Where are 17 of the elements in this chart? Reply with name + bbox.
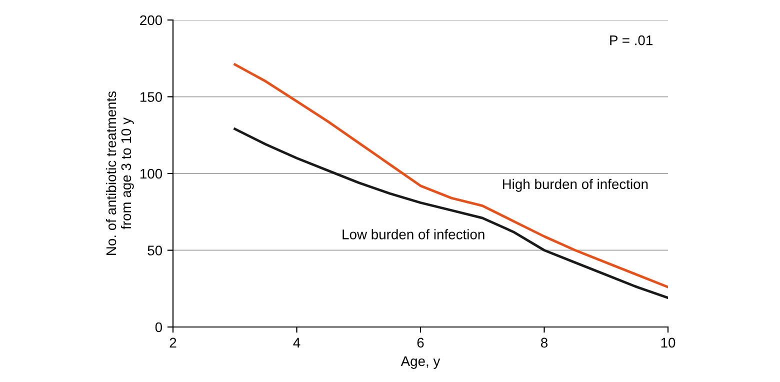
- series-label: Low burden of infection: [342, 229, 484, 240]
- y-tick-label: 150: [140, 92, 162, 102]
- x-tick-label: 6: [417, 338, 424, 348]
- annotation: P = .01: [610, 35, 652, 46]
- y-tick-label: 100: [140, 168, 162, 179]
- y-tick-label: 200: [140, 15, 162, 26]
- y-tick-label: 50: [148, 246, 162, 256]
- x-axis-title: Age, y: [400, 356, 440, 369]
- line-series: [234, 63, 668, 288]
- x-tick-label: 4: [293, 338, 300, 348]
- series-label: High burden of infection: [502, 178, 648, 192]
- x-tick-label: 8: [540, 338, 548, 348]
- x-tick-label: 10: [661, 338, 676, 348]
- y-axis-title: No. of antibiotic treatments from age 3 to 10 y: [106, 91, 134, 255]
- line-series: [234, 128, 668, 300]
- y-tick-label: 0: [155, 322, 162, 332]
- x-tick-label: 2: [170, 338, 176, 348]
